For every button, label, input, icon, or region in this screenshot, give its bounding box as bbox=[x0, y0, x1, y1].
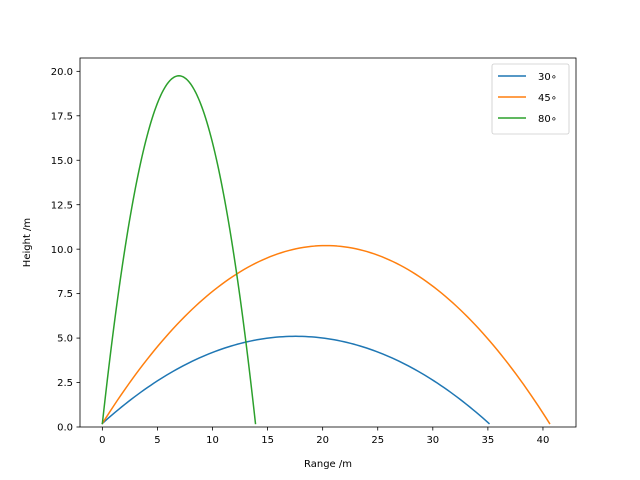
x-tick-label: 10 bbox=[206, 435, 219, 446]
y-tick-label: 10.0 bbox=[51, 245, 73, 256]
y-axis: 0.0 2.5 5.0 7.5 10.0 12.5 15.0 17.5 20.0 bbox=[51, 67, 80, 434]
legend: 30∘ 45∘ 80∘ bbox=[491, 63, 570, 135]
series-line-45deg bbox=[101, 244, 551, 425]
legend-label-45deg: 45∘ bbox=[538, 93, 557, 104]
plot-frame bbox=[79, 57, 577, 428]
x-tick-label: 25 bbox=[371, 435, 384, 446]
x-tick-label: 20 bbox=[316, 435, 329, 446]
x-axis: 0 5 10 15 20 25 30 35 40 bbox=[99, 427, 549, 446]
x-tick-label: 5 bbox=[154, 435, 160, 446]
x-tick-label: 30 bbox=[426, 435, 439, 446]
x-tick-label: 0 bbox=[99, 435, 105, 446]
x-tick-label: 35 bbox=[482, 435, 495, 446]
y-tick-label: 20.0 bbox=[51, 67, 73, 78]
series-line-80deg bbox=[101, 75, 257, 425]
y-tick-label: 2.5 bbox=[57, 378, 73, 389]
x-tick-label: 40 bbox=[537, 435, 550, 446]
series-layer bbox=[101, 75, 551, 425]
y-axis-label: Height /m bbox=[22, 218, 33, 267]
legend-label-30deg: 30∘ bbox=[538, 72, 557, 83]
y-tick-label: 12.5 bbox=[51, 200, 73, 211]
y-tick-label: 5.0 bbox=[57, 334, 73, 345]
legend-items: 30∘ 45∘ 80∘ bbox=[498, 72, 557, 125]
y-tick-label: 7.5 bbox=[57, 289, 73, 300]
legend-label-80deg: 80∘ bbox=[538, 114, 557, 125]
series-line-30deg bbox=[101, 335, 491, 425]
legend-box bbox=[491, 63, 570, 135]
x-tick-label: 15 bbox=[261, 435, 274, 446]
y-tick-label: 0.0 bbox=[57, 423, 73, 434]
y-tick-label: 17.5 bbox=[51, 111, 73, 122]
y-tick-label: 15.0 bbox=[51, 156, 73, 167]
x-axis-label: Range /m bbox=[304, 459, 352, 470]
